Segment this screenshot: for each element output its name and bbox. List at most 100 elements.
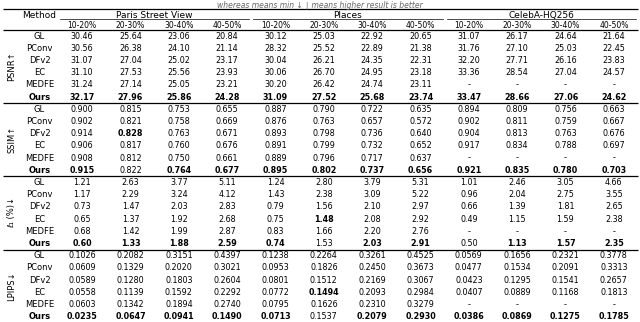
Text: -: - [564,154,567,163]
Text: 23.18: 23.18 [409,68,432,77]
Text: 22.31: 22.31 [409,56,432,65]
Text: 0.4397: 0.4397 [213,251,241,260]
Text: 3.24: 3.24 [170,190,188,199]
Text: 32.17: 32.17 [70,93,95,102]
Text: MEDFE: MEDFE [25,80,54,90]
Text: 21.14: 21.14 [216,44,239,53]
Text: 31.24: 31.24 [71,80,93,90]
Text: 0.2310: 0.2310 [358,300,386,309]
Text: 0.676: 0.676 [216,141,239,150]
Text: 21.64: 21.64 [602,32,625,41]
Text: 0.908: 0.908 [71,154,93,163]
Text: 31.09: 31.09 [263,93,288,102]
Text: 3.55: 3.55 [605,190,623,199]
Text: 0.2740: 0.2740 [213,300,241,309]
Text: EC: EC [34,214,45,223]
Text: 26.38: 26.38 [119,44,142,53]
Text: Places: Places [333,11,362,20]
Text: 1.24: 1.24 [267,178,284,187]
Text: 0.891: 0.891 [264,141,287,150]
Text: -: - [612,227,615,236]
Text: 0.796: 0.796 [312,154,335,163]
Text: 2.83: 2.83 [218,203,236,212]
Text: GL: GL [34,251,45,260]
Text: 22.45: 22.45 [602,44,625,53]
Text: 1.43: 1.43 [267,190,284,199]
Text: 0.2984: 0.2984 [406,288,435,297]
Text: 31.07: 31.07 [71,56,93,65]
Text: 21.38: 21.38 [409,44,432,53]
Text: 2.03: 2.03 [362,239,382,248]
Text: 0.0795: 0.0795 [262,300,289,309]
Text: whereas means min ↓ ∣ means higher result is better: whereas means min ↓ ∣ means higher resul… [217,1,423,10]
Text: 0.1537: 0.1537 [310,312,338,321]
Text: PSNR↑: PSNR↑ [8,52,17,81]
Text: 0.79: 0.79 [267,203,284,212]
Text: 25.52: 25.52 [312,44,335,53]
Text: Ours: Ours [28,239,51,248]
Text: -: - [467,80,470,90]
Text: 24.64: 24.64 [554,32,577,41]
Text: 28.66: 28.66 [504,93,530,102]
Text: -: - [467,154,470,163]
Text: ℓ₁ (%)↓: ℓ₁ (%)↓ [8,197,17,229]
Text: 0.760: 0.760 [168,141,190,150]
Text: 30.04: 30.04 [264,56,287,65]
Text: 1.81: 1.81 [557,203,574,212]
Text: 1.92: 1.92 [170,214,188,223]
Text: 23.93: 23.93 [216,68,239,77]
Text: PConv: PConv [26,44,52,53]
Text: 0.821: 0.821 [119,117,142,126]
Text: 0.813: 0.813 [506,129,529,138]
Text: DFv2: DFv2 [29,203,51,212]
Text: 1.15: 1.15 [508,214,526,223]
Text: 30-40%: 30-40% [358,21,387,30]
Text: 0.2079: 0.2079 [356,312,388,321]
Text: 0.60: 0.60 [72,239,92,248]
Text: Ours: Ours [28,312,51,321]
Text: 32.20: 32.20 [458,56,480,65]
Text: 25.68: 25.68 [360,93,385,102]
Text: 0.677: 0.677 [214,166,240,175]
Text: 1.56: 1.56 [315,203,333,212]
Text: 23.74: 23.74 [408,93,433,102]
Text: 0.732: 0.732 [361,141,383,150]
Text: 0.637: 0.637 [409,154,432,163]
Text: 27.53: 27.53 [119,68,142,77]
Text: 25.05: 25.05 [168,80,190,90]
Text: PConv: PConv [26,117,52,126]
Text: 31.76: 31.76 [458,44,480,53]
Text: -: - [516,154,518,163]
Text: 0.2292: 0.2292 [213,288,241,297]
Text: 0.0941: 0.0941 [164,312,194,321]
Text: -: - [516,300,518,309]
Text: 0.3313: 0.3313 [600,263,628,272]
Text: 4.12: 4.12 [218,190,236,199]
Text: 1.47: 1.47 [122,203,140,212]
Text: DFv2: DFv2 [29,276,51,285]
Text: 0.0772: 0.0772 [262,288,289,297]
Text: 0.83: 0.83 [267,227,284,236]
Text: 0.3778: 0.3778 [600,251,628,260]
Text: 2.59: 2.59 [218,239,237,248]
Text: 0.73: 0.73 [74,203,91,212]
Text: 0.828: 0.828 [118,129,143,138]
Text: 25.03: 25.03 [554,44,577,53]
Text: -: - [564,227,567,236]
Text: PConv: PConv [26,263,52,272]
Text: 0.4525: 0.4525 [406,251,435,260]
Text: 0.1656: 0.1656 [503,251,531,260]
Text: 20.84: 20.84 [216,32,239,41]
Text: 0.889: 0.889 [264,154,287,163]
Text: EC: EC [34,141,45,150]
Text: 27.71: 27.71 [506,56,529,65]
Text: 0.750: 0.750 [168,154,190,163]
Text: 0.1329: 0.1329 [116,263,145,272]
Text: 0.834: 0.834 [506,141,529,150]
Text: 2.46: 2.46 [508,178,526,187]
Text: 27.04: 27.04 [554,68,577,77]
Text: 0.756: 0.756 [554,105,577,114]
Text: 0.50: 0.50 [460,239,477,248]
Text: 2.80: 2.80 [315,178,333,187]
Text: 3.05: 3.05 [557,178,574,187]
